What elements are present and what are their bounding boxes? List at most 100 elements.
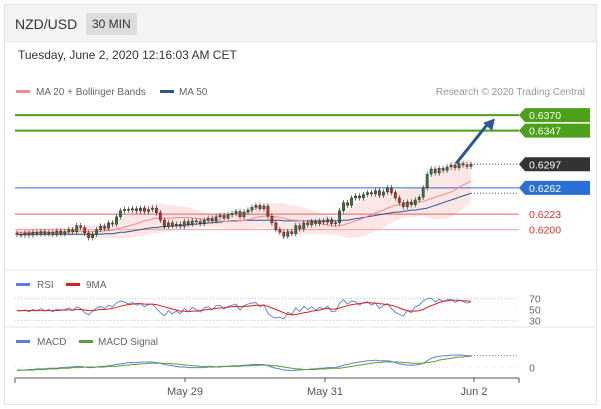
rsi-tick-label: 70 <box>529 294 541 306</box>
candle-body <box>79 225 83 228</box>
chart-header: NZD/USD 30 MIN <box>5 5 596 42</box>
candle-body <box>230 213 234 215</box>
candle-body <box>338 210 341 224</box>
candle-body <box>222 215 226 219</box>
ma50-legend-swatch <box>160 90 174 93</box>
candle-body <box>286 231 290 237</box>
candle-body <box>413 199 417 205</box>
candle-body <box>238 211 242 218</box>
candle-body <box>302 222 306 230</box>
ma20-line <box>17 180 472 233</box>
macd-legend-label: MACD <box>37 337 66 348</box>
candle-body <box>35 232 39 234</box>
candle-body <box>449 164 453 168</box>
candle-body <box>59 230 63 234</box>
chart-datetime: Tuesday, June 2, 2020 12:16:03 AM CET <box>18 48 237 62</box>
price-level-label: 0.6370 <box>529 110 561 122</box>
candle-body <box>194 220 198 223</box>
candle-body <box>409 201 413 205</box>
research-credit: Research © 2020 Trading Central <box>436 87 585 98</box>
instrument-title: NZD/USD <box>15 16 78 32</box>
candle-body <box>127 209 130 211</box>
candle-body <box>274 222 278 230</box>
rsi-legend-swatch <box>16 283 30 286</box>
candle-body <box>27 232 31 236</box>
macd-signal-legend-swatch <box>79 340 93 343</box>
candle-body <box>15 232 19 235</box>
candle-body <box>342 202 345 211</box>
candle-body <box>326 219 330 223</box>
candle-body <box>51 232 55 235</box>
candle-body <box>354 195 357 199</box>
candle-body <box>278 229 282 233</box>
candle-body <box>182 221 186 227</box>
candle-body <box>469 164 473 167</box>
candle-body <box>218 215 222 218</box>
price-level-label: 0.6347 <box>529 126 561 138</box>
candle-body <box>143 207 146 212</box>
candle-body <box>162 219 166 227</box>
ma20-legend-label: MA 20 + Bollinger Bands <box>36 87 146 98</box>
candle-body <box>298 225 302 230</box>
x-axis: May 29 May 31 Jun 2 <box>14 377 520 398</box>
candle-body <box>310 221 314 226</box>
candle-body <box>186 221 190 225</box>
candle-body <box>262 205 266 209</box>
rsi-line <box>16 297 472 320</box>
candle-body <box>378 190 381 196</box>
candle-body <box>147 209 150 212</box>
candle-body <box>330 219 334 224</box>
candle-body <box>83 227 87 234</box>
candle-body <box>461 163 465 166</box>
candle-body <box>429 168 433 175</box>
forecast-arrowhead <box>483 118 495 131</box>
candle-body <box>43 231 47 234</box>
timeframe-badge[interactable]: 30 MIN <box>86 13 137 35</box>
candle-body <box>178 224 182 227</box>
candle-body <box>115 216 118 225</box>
candle-body <box>445 166 449 171</box>
candle-body <box>457 163 461 168</box>
x-tick-label: May 29 <box>167 386 203 398</box>
candle-body <box>226 214 230 219</box>
candle-body <box>111 222 114 225</box>
price-level-label: 0.6297 <box>529 159 561 171</box>
candle-body <box>206 217 210 221</box>
price-level-label: 0.6262 <box>529 183 561 195</box>
macd-legend-swatch <box>16 340 30 343</box>
candle-body <box>135 208 138 211</box>
macd-signal-legend-label: MACD Signal <box>98 337 158 348</box>
candle-body <box>202 219 206 224</box>
support-level-label: 0.6200 <box>529 225 561 237</box>
rsi-ma-legend-label: 9MA <box>86 280 107 291</box>
bollinger-band <box>17 158 471 239</box>
candle-body <box>71 229 75 232</box>
candle-body <box>214 216 218 222</box>
candle-body <box>254 205 258 208</box>
candle-body <box>91 234 95 238</box>
chart-widget: NZD/USD 30 MIN Tuesday, June 2, 2020 12:… <box>4 4 597 405</box>
candle-body <box>334 222 337 225</box>
candle-body <box>158 212 162 221</box>
candle-body <box>107 222 110 229</box>
rsi-ma-legend-swatch <box>66 283 80 286</box>
candle-body <box>250 207 254 211</box>
candle-body <box>151 207 154 210</box>
candle-body <box>362 194 365 199</box>
candle-body <box>67 229 71 232</box>
price-level-tag <box>519 108 590 123</box>
macd-signal-line <box>17 355 471 371</box>
rsi-tick-label: 30 <box>529 315 541 327</box>
candle-body <box>465 164 469 167</box>
forecast-arrow <box>455 120 491 164</box>
candle-body <box>210 217 214 222</box>
candle-body <box>87 232 91 238</box>
candle-body <box>437 168 441 174</box>
candle-body <box>55 230 59 235</box>
candle-body <box>370 192 373 195</box>
price-panel: 0.6370 0.6347 0.6297 0.6262 0.6223 0.6200 <box>15 108 590 241</box>
x-tick-label: May 31 <box>307 386 343 398</box>
candle-body <box>23 232 27 236</box>
